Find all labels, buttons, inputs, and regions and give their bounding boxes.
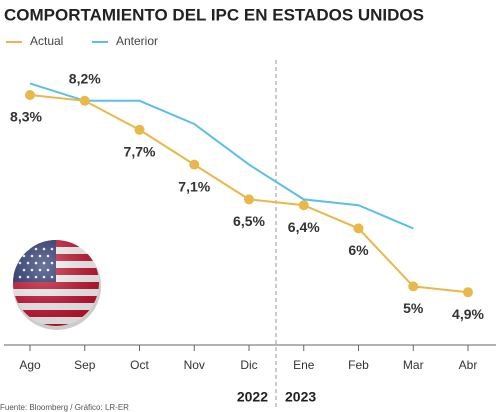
- x-tick-label: Ene: [293, 358, 315, 372]
- data-label: 4,9%: [452, 306, 484, 322]
- data-point: [298, 200, 309, 211]
- series-line: [29, 94, 469, 294]
- data-label: 8,2%: [69, 71, 101, 87]
- x-tick-label: Nov: [184, 358, 205, 372]
- x-tick-label: Dic: [240, 358, 257, 372]
- x-tick-label: Feb: [348, 358, 369, 372]
- data-point: [244, 194, 254, 205]
- x-tick-label: Ago: [19, 358, 41, 372]
- data-point: [79, 95, 90, 106]
- series-line: [29, 82, 414, 230]
- data-point: [25, 90, 35, 100]
- x-tick-label: Abr: [459, 358, 478, 372]
- data-label: 7,7%: [124, 144, 156, 160]
- data-label: 8,3%: [10, 109, 42, 125]
- data-label: 6%: [348, 242, 369, 258]
- data-label: 6,4%: [288, 219, 320, 235]
- data-point: [189, 159, 200, 170]
- data-point: [408, 281, 419, 292]
- x-tick-label: Sep: [74, 358, 96, 372]
- year-label: 2022: [237, 389, 268, 405]
- data-label: 7,1%: [178, 178, 210, 194]
- chart-title: COMPORTAMIENTO DEL IPC EN ESTADOS UNIDOS: [4, 5, 424, 24]
- x-tick-label: Oct: [130, 358, 149, 372]
- data-label: 6,5%: [233, 213, 265, 229]
- data-point: [353, 223, 364, 234]
- legend-label: Anterior: [116, 34, 158, 48]
- source: Fuente: Bloomberg / Gráfico: LR-ER: [0, 403, 129, 412]
- year-label: 2023: [285, 389, 316, 405]
- flag: [13, 240, 101, 330]
- x-tick-label: Mar: [403, 358, 424, 372]
- data-point: [134, 124, 145, 135]
- data-label: 5%: [403, 300, 424, 316]
- legend-label: Actual: [30, 34, 63, 48]
- data-point: [463, 287, 473, 298]
